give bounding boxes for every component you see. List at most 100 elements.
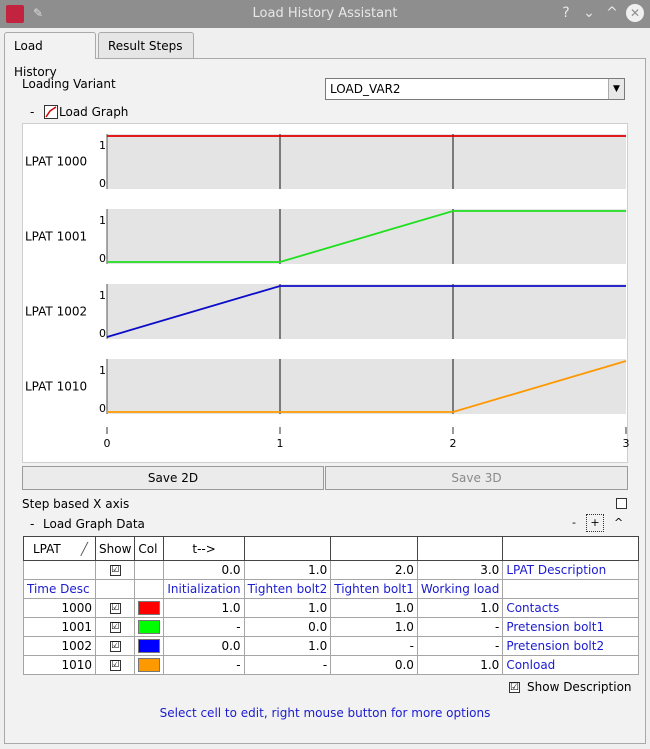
column-header-step2[interactable]	[330, 536, 418, 561]
value-cell[interactable]: -	[243, 655, 332, 675]
show-description-label: Show Description	[527, 680, 632, 694]
table-cell[interactable]: ☑	[94, 560, 136, 580]
column-header-desc[interactable]	[502, 536, 640, 561]
table-cell[interactable]	[134, 579, 165, 599]
collapse-up-icon[interactable]: ^	[614, 516, 624, 529]
graph-band	[107, 359, 626, 414]
minimize-button[interactable]: ⌄	[583, 5, 595, 21]
table-cell[interactable]	[134, 560, 165, 580]
lpat-id-cell[interactable]: 1000	[23, 598, 96, 618]
color-swatch[interactable]	[138, 620, 161, 635]
column-header-lpat[interactable]: LPAT ╱	[23, 536, 96, 561]
table-cell[interactable]: ☑	[94, 636, 136, 656]
value-cell[interactable]: -	[330, 636, 418, 656]
time-desc-cell[interactable]: Initialization	[163, 579, 245, 599]
remove-row-button[interactable]: -	[572, 516, 576, 529]
add-row-button[interactable]: +	[586, 514, 604, 532]
load-graph-collapse[interactable]: -	[30, 105, 35, 119]
table-row[interactable]: 1010 ☑ - -0.0 1.0 Conload	[23, 655, 640, 675]
value-cell[interactable]: -	[416, 617, 504, 637]
table-cell[interactable]	[134, 655, 165, 675]
loading-variant-label: Loading Variant	[22, 77, 116, 91]
table-row[interactable]: 1001 ☑ -0.0 1.0- Pretension bolt1	[23, 617, 640, 637]
color-swatch[interactable]	[138, 639, 161, 654]
value-cell[interactable]: 1.0	[163, 598, 245, 618]
table-cell[interactable]	[134, 636, 165, 656]
description-cell[interactable]: Pretension bolt2	[502, 636, 640, 656]
value-cell[interactable]: 0.0	[163, 636, 245, 656]
chevron-down-icon[interactable]: ▼	[608, 79, 624, 99]
lpat-id-cell[interactable]: 1002	[23, 636, 96, 656]
description-cell[interactable]: Pretension bolt1	[502, 617, 640, 637]
show-checkbox[interactable]: ☑	[109, 622, 121, 633]
lpat-id-cell[interactable]: 1010	[23, 655, 96, 675]
column-header-show[interactable]: Show	[94, 536, 136, 561]
maximize-button[interactable]: ^	[606, 5, 618, 21]
time-cell[interactable]: 3.0	[416, 560, 504, 580]
loading-variant-value: LOAD_VAR2	[330, 82, 401, 96]
pin-icon[interactable]: ✎	[33, 6, 44, 20]
value-cell[interactable]: 1.0	[243, 598, 332, 618]
load-graph-svg: LPAT 1000 1 0 LPAT 1001 1 0 LPAT 1002 1 0 LPAT 10…	[25, 134, 629, 450]
step-axis-checkbox[interactable]	[616, 498, 627, 509]
table-cell[interactable]	[23, 560, 96, 580]
color-swatch[interactable]	[138, 601, 161, 616]
y-tick-label: 0	[99, 402, 106, 415]
color-swatch[interactable]	[138, 658, 161, 673]
time-desc-label: Time Desc	[23, 579, 96, 599]
column-header-time[interactable]: t-->	[163, 536, 245, 561]
table-row[interactable]: 1000 ☑ 1.0 1.0 1.0 1.0 Contacts	[23, 598, 640, 618]
show-description-checkbox[interactable]: ☑	[509, 682, 520, 693]
table-cell[interactable]: ☑	[94, 617, 136, 637]
help-button[interactable]: ?	[562, 5, 570, 21]
table-cell[interactable]	[134, 617, 165, 637]
show-checkbox[interactable]: ☑	[109, 641, 121, 652]
table-cell[interactable]: ☑	[94, 598, 136, 618]
y-tick-label: 0	[99, 252, 106, 265]
value-cell[interactable]: -	[163, 617, 245, 637]
value-cell[interactable]: -	[163, 655, 245, 675]
graph-band	[107, 134, 626, 189]
table-cell[interactable]	[134, 598, 165, 618]
value-cell[interactable]: 0.0	[330, 655, 418, 675]
table-cell[interactable]	[94, 579, 136, 599]
time-desc-cell[interactable]: Working load	[416, 579, 504, 599]
column-header-step3[interactable]	[416, 536, 504, 561]
time-cell[interactable]: 2.0	[330, 560, 418, 580]
column-header-step1[interactable]	[243, 536, 332, 561]
save-2d-button[interactable]: Save 2D	[22, 466, 324, 490]
tab-load-history[interactable]: Load History	[4, 32, 96, 79]
value-cell[interactable]: 1.0	[416, 655, 504, 675]
loading-variant-select[interactable]: LOAD_VAR2 ▼	[325, 78, 625, 100]
value-cell[interactable]: -	[416, 636, 504, 656]
value-cell[interactable]: 0.0	[243, 617, 332, 637]
table-cell[interactable]: ☑	[94, 655, 136, 675]
value-cell[interactable]: 1.0	[243, 636, 332, 656]
value-cell[interactable]: 1.0	[330, 617, 418, 637]
time-desc-cell[interactable]: Tighten bolt1	[330, 579, 418, 599]
column-header-col[interactable]: Col	[134, 536, 165, 561]
graph-data-collapse[interactable]: -	[30, 517, 35, 531]
y-tick-label: 1	[99, 139, 106, 152]
time-cell[interactable]: 0.0	[163, 560, 245, 580]
value-cell[interactable]: 1.0	[416, 598, 504, 618]
table-cell[interactable]	[502, 579, 640, 599]
show-checkbox[interactable]: ☑	[109, 603, 121, 614]
show-checkbox[interactable]: ☑	[109, 660, 121, 671]
tab-result-steps[interactable]: Result Steps	[98, 32, 194, 58]
table-header-row: LPAT ╱ Show Col t-->	[23, 536, 640, 561]
lpat-id-cell[interactable]: 1001	[23, 617, 96, 637]
graph-row-label: LPAT 1001	[25, 230, 87, 244]
description-cell[interactable]: Contacts	[502, 598, 640, 618]
save-3d-button[interactable]: Save 3D	[325, 466, 628, 490]
table-row[interactable]: 1002 ☑ 0.0 1.0- - Pretension bolt2	[23, 636, 640, 656]
show-all-checkbox[interactable]: ☑	[109, 565, 121, 576]
time-desc-cell[interactable]: Tighten bolt2	[243, 579, 332, 599]
window-title: Load History Assistant	[252, 6, 398, 21]
close-button[interactable]: ✕	[626, 4, 644, 22]
x-tick-label: 2	[450, 437, 457, 450]
y-tick-label: 1	[99, 364, 106, 377]
time-cell[interactable]: 1.0	[243, 560, 332, 580]
value-cell[interactable]: 1.0	[330, 598, 418, 618]
description-cell[interactable]: Conload	[502, 655, 640, 675]
